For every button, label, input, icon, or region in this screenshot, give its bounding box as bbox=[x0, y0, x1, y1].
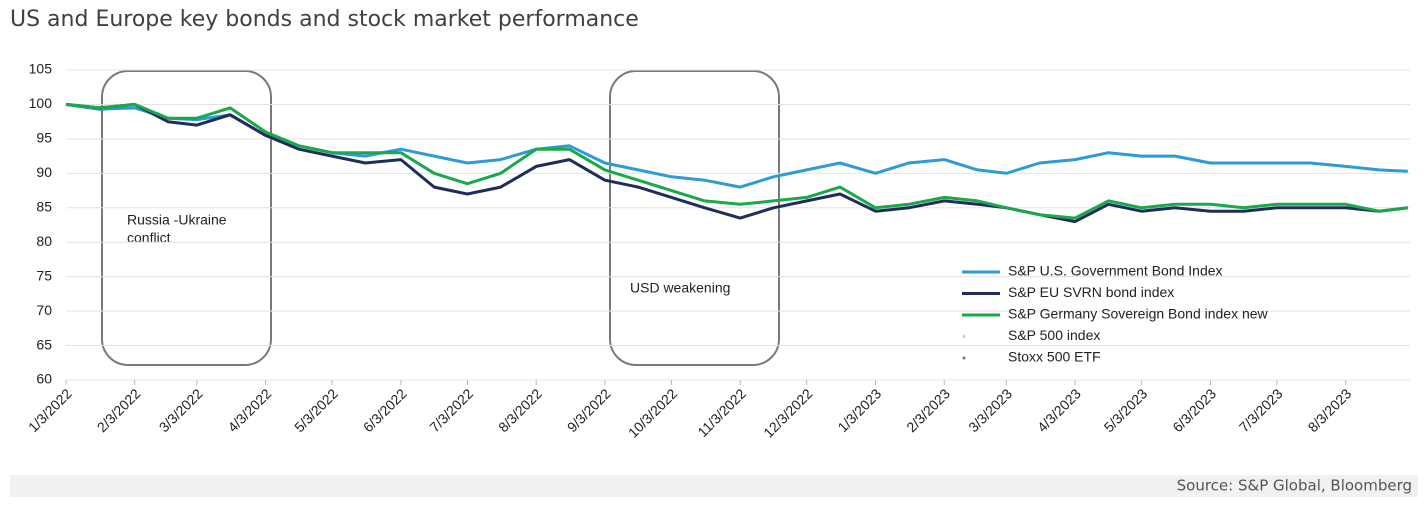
legend-label: Stoxx 500 ETF bbox=[1008, 349, 1101, 365]
x-tick-label: 11/3/2022 bbox=[694, 385, 749, 440]
x-tick-label: 1/3/2023 bbox=[834, 385, 884, 435]
x-tick-label: 4/3/2023 bbox=[1034, 385, 1084, 435]
source-band bbox=[10, 475, 1418, 497]
x-tick-label: 9/3/2022 bbox=[564, 385, 614, 435]
x-tick-label: 12/3/2022 bbox=[760, 385, 816, 441]
y-tick-label: 85 bbox=[36, 198, 52, 214]
x-tick-label: 3/3/2023 bbox=[965, 385, 1015, 435]
annotation-box bbox=[609, 70, 780, 366]
legend-swatch bbox=[962, 335, 966, 338]
x-tick-label: 5/3/2023 bbox=[1101, 385, 1151, 435]
legend-label: S&P EU SVRN bond index bbox=[1008, 284, 1174, 300]
x-tick-label: 7/3/2023 bbox=[1236, 385, 1286, 435]
x-tick-label: 4/3/2022 bbox=[224, 385, 274, 435]
annotation-box bbox=[101, 70, 272, 366]
y-tick-label: 80 bbox=[36, 233, 52, 249]
x-tick-label: 2/3/2022 bbox=[94, 385, 144, 435]
legend-label: S&P Germany Sovereign Bond index new bbox=[1008, 306, 1269, 322]
x-tick-label: 5/3/2022 bbox=[291, 385, 341, 435]
x-tick-label: 10/3/2022 bbox=[625, 385, 681, 441]
y-tick-label: 90 bbox=[36, 164, 52, 180]
y-tick-label: 95 bbox=[36, 130, 52, 146]
legend-swatch bbox=[962, 356, 966, 360]
chart-title: US and Europe key bonds and stock market… bbox=[10, 7, 639, 32]
series-line bbox=[65, 102, 1408, 220]
y-tick-label: 60 bbox=[36, 371, 52, 387]
x-tick-label: 2/3/2023 bbox=[903, 385, 953, 435]
y-tick-label: 65 bbox=[36, 336, 52, 352]
x-tick-label: 8/3/2023 bbox=[1305, 385, 1355, 435]
source: Source: S&P Global, Bloomberg bbox=[1177, 477, 1412, 495]
annotation: conflict bbox=[127, 230, 171, 246]
y-tick-label: 70 bbox=[36, 302, 52, 318]
x-tick-label: 3/3/2022 bbox=[156, 385, 206, 435]
y-tick-label: 100 bbox=[29, 95, 53, 111]
x-tick-label: 1/3/2022 bbox=[25, 385, 75, 435]
x-tick-label: 6/3/2022 bbox=[360, 385, 410, 435]
annotation: Russia -Ukraine bbox=[127, 212, 227, 228]
annotation: USD weakening bbox=[630, 280, 730, 296]
y-tick-label: 75 bbox=[36, 267, 52, 283]
x-tick-label: 6/3/2023 bbox=[1169, 385, 1219, 435]
legend-label: S&P U.S. Government Bond Index bbox=[1008, 263, 1223, 279]
x-tick-label: 7/3/2022 bbox=[426, 385, 476, 435]
series-line bbox=[65, 102, 1408, 189]
legend-label: S&P 500 index bbox=[1008, 327, 1100, 343]
series-line bbox=[65, 102, 1408, 224]
y-tick-label: 105 bbox=[29, 61, 53, 77]
x-tick-label: 8/3/2022 bbox=[495, 385, 545, 435]
